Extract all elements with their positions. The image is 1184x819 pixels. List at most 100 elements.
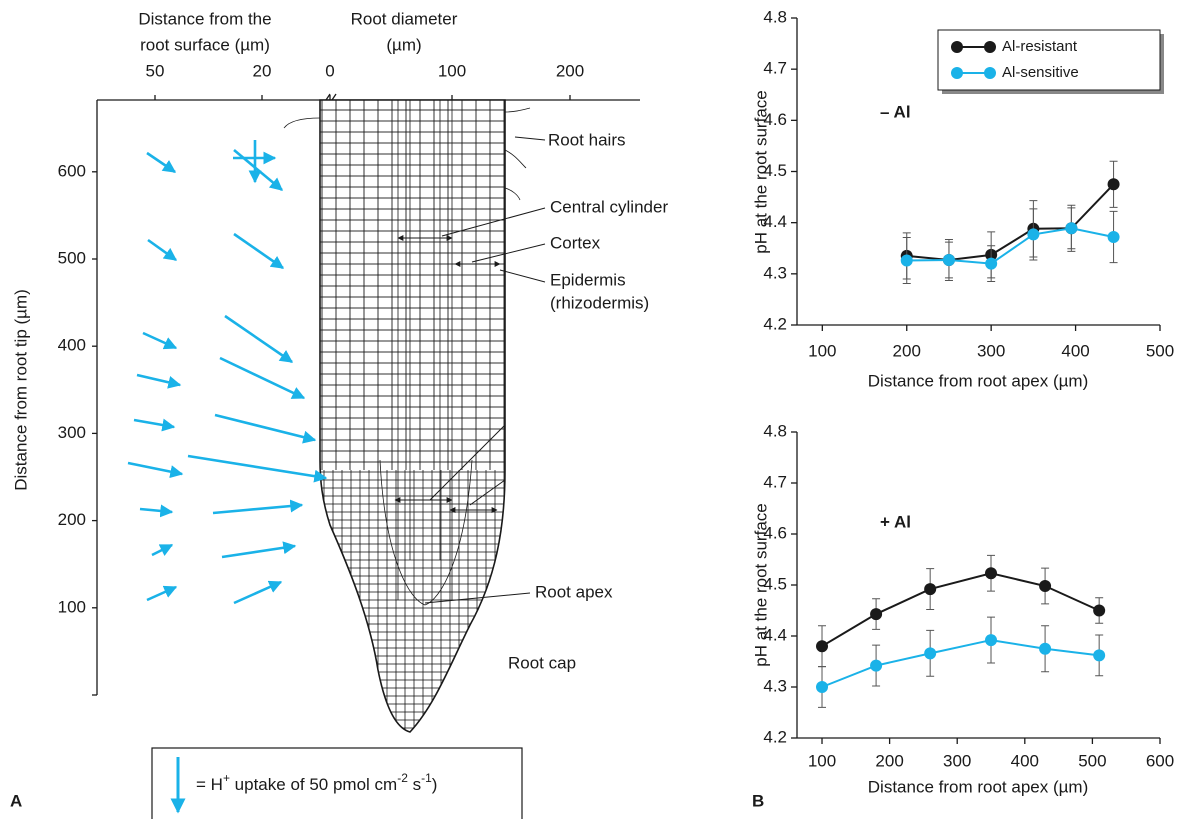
- y-tick-label: 4.4: [763, 625, 787, 644]
- data-point: [816, 681, 829, 693]
- top-tick-label: 200: [556, 61, 584, 80]
- data-point: [870, 659, 883, 672]
- structure-label: (rhizodermis): [550, 293, 649, 312]
- legend-marker: [951, 67, 963, 79]
- data-point: [1039, 642, 1052, 655]
- x-tick-label: 200: [875, 751, 903, 770]
- flux-arrow: [233, 580, 283, 605]
- key-text-part: = H: [196, 775, 223, 794]
- panel-b: 4.2 4.3 4.4 4.5 4.6 4.7 4.8 100 200 300 400 500 Dist…: [751, 7, 1174, 796]
- data-point: [900, 254, 913, 267]
- structure-label: Root cap: [508, 653, 576, 672]
- data-point: [1093, 649, 1106, 662]
- x-tick-label: 200: [893, 341, 921, 360]
- series-line: [906, 227, 1114, 265]
- data-point: [924, 647, 937, 660]
- data-point: [1027, 228, 1040, 241]
- x-tick-label: 300: [943, 751, 971, 770]
- legend-label: Al-resistant: [1002, 38, 1078, 55]
- data-point: [1093, 604, 1106, 617]
- line-chart: 4.2 4.3 4.4 4.5 4.6 4.7 4.8 100 200 300 400 500 Dist…: [751, 7, 1174, 390]
- x-axis-title: Distance from root apex (µm): [868, 777, 1088, 796]
- flux-arrow: [233, 232, 285, 270]
- data-point: [1065, 222, 1078, 235]
- top-tick-label: 100: [438, 61, 466, 80]
- top-tick-label: 20: [253, 61, 272, 80]
- axis-title: Distance from the: [138, 9, 271, 28]
- left-tick-label: 500: [58, 248, 86, 267]
- key-text-sup: +: [223, 771, 230, 785]
- y-tick-label: 4.2: [763, 727, 787, 746]
- flux-arrow: [151, 543, 174, 557]
- x-tick-label: 600: [1146, 751, 1174, 770]
- legend-marker: [951, 41, 963, 53]
- data-point: [870, 608, 883, 621]
- left-tick-label: 400: [58, 336, 86, 355]
- flux-arrow: [221, 541, 297, 559]
- data-point: [985, 634, 998, 647]
- flux-arrow: [136, 373, 182, 389]
- flux-arrow: [214, 413, 317, 444]
- line-chart: 4.2 4.3 4.4 4.5 4.6 4.7 4.8 100 200 300 400 500 600 D…: [751, 421, 1174, 796]
- flux-arrow: [133, 418, 176, 432]
- flux-arrow: [146, 151, 177, 174]
- structure-label: Cortex: [550, 233, 601, 252]
- series-line: [821, 572, 1100, 648]
- legend-label: Al-sensitive: [1002, 64, 1079, 81]
- y-tick-label: 4.4: [763, 212, 787, 231]
- top-tick-label: 50: [146, 61, 165, 80]
- pointer-lines: [424, 136, 546, 604]
- axis-title: Distance from root tip (µm): [11, 289, 30, 491]
- y-tick-label: 4.5: [763, 161, 787, 180]
- left-tick-label: 100: [58, 597, 86, 616]
- data-point: [1107, 230, 1120, 243]
- flux-arrow: [127, 461, 184, 479]
- axis-title: (µm): [386, 35, 421, 54]
- y-tick-label: 4.3: [763, 263, 787, 282]
- data-point: [1107, 178, 1120, 191]
- flux-arrow: [233, 149, 283, 191]
- structure-label: Central cylinder: [550, 197, 668, 216]
- key-text-sup: -1: [421, 771, 432, 785]
- data-point: [942, 254, 955, 267]
- x-tick-label: 100: [808, 751, 836, 770]
- data-point: [985, 257, 998, 270]
- key-text-part: ): [432, 775, 438, 794]
- flux-arrow: [147, 238, 178, 262]
- series-line: [821, 639, 1100, 688]
- y-tick-label: 4.7: [763, 59, 787, 78]
- root-drawing: [283, 99, 531, 733]
- y-tick-label: 4.2: [763, 314, 787, 333]
- x-tick-label: 100: [808, 341, 836, 360]
- x-tick-label: 400: [1061, 341, 1089, 360]
- data-point: [985, 567, 998, 580]
- data-point: [924, 583, 937, 596]
- flux-arrow: [187, 454, 328, 483]
- structure-label: Epidermis: [550, 270, 626, 289]
- flux-arrow: [142, 331, 178, 350]
- x-axis-title: Distance from root apex (µm): [868, 371, 1088, 390]
- annotation: – Al: [880, 102, 911, 121]
- series-line: [906, 183, 1115, 262]
- key-box: [151, 747, 523, 819]
- y-tick-label: 4.8: [763, 7, 787, 26]
- flux-arrow: [224, 314, 294, 364]
- flux-arrow: [219, 356, 306, 400]
- panel-a: Distance from the root surface (µm) Root…: [10, 9, 668, 819]
- flux-arrows: [127, 140, 328, 605]
- legend-box: [937, 29, 1161, 91]
- legend-marker: [984, 67, 996, 79]
- left-tick-label: 200: [58, 510, 86, 529]
- y-tick-label: 4.7: [763, 472, 787, 491]
- x-tick-label: 300: [977, 341, 1005, 360]
- key-text-sup: -2: [397, 771, 408, 785]
- data-point: [1039, 580, 1052, 593]
- y-axis-title: pH at the root surface: [751, 503, 770, 666]
- y-tick-label: 4.6: [763, 523, 787, 542]
- left-tick-label: 600: [58, 161, 86, 180]
- panel-label: A: [10, 791, 22, 810]
- left-tick-label: 300: [58, 423, 86, 442]
- y-tick-label: 4.3: [763, 676, 787, 695]
- y-tick-label: 4.8: [763, 421, 787, 440]
